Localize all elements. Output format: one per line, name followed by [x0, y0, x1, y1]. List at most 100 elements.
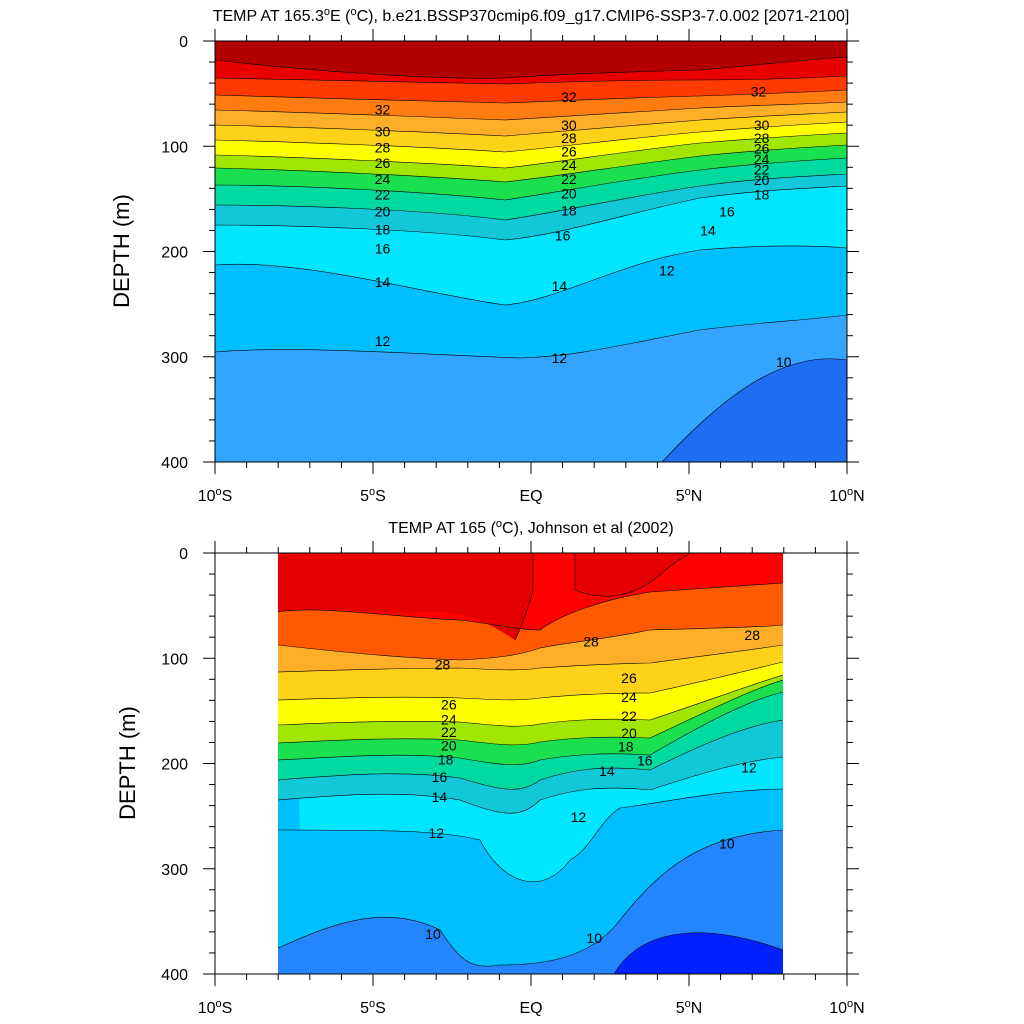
contour-label: 14 — [432, 789, 448, 805]
contour-label: 16 — [719, 204, 735, 220]
contour-label: 18 — [438, 751, 454, 767]
x-tick-label: 10oN — [829, 486, 864, 505]
contour-label: 12 — [375, 333, 391, 349]
contour-label: 26 — [375, 155, 391, 171]
contour-label: 20 — [441, 738, 457, 754]
contour-label: 26 — [754, 140, 770, 156]
contour-label: 16 — [432, 769, 448, 785]
contour-label: 24 — [621, 689, 637, 705]
bot-band-lt-9 — [614, 932, 783, 974]
contour-label: 12 — [552, 350, 568, 366]
contour-label: 18 — [754, 187, 770, 203]
contour-label: 26 — [561, 144, 577, 160]
y-tick-label: 200 — [161, 757, 188, 774]
bottom-panel: TEMP AT 165 (oC), Johnson et al (2002) — [115, 518, 865, 1017]
x-tick-label: 10oS — [198, 486, 233, 505]
contour-label: 16 — [555, 228, 571, 244]
bot-band-lt-10 — [278, 830, 783, 974]
contour-label: 26 — [441, 697, 457, 713]
contour-label: 32 — [561, 89, 577, 105]
y-tick-label: 400 — [161, 967, 188, 984]
y-tick-label: 300 — [161, 350, 188, 367]
contour-label: 12 — [571, 809, 587, 825]
contour-label: 18 — [618, 739, 634, 755]
contour-label: 18 — [375, 221, 391, 237]
top-band-gt-32 — [215, 41, 847, 79]
bottom-axes — [203, 541, 859, 986]
contour-label: 32 — [751, 84, 767, 100]
top-axes — [203, 29, 859, 474]
contour-label: 22 — [441, 724, 457, 740]
contour-label: 20 — [375, 204, 391, 220]
contour-label: 16 — [637, 752, 653, 768]
contour-label: 22 — [621, 708, 637, 724]
x-tick-label: 5oS — [360, 998, 386, 1017]
y-tick-label: 100 — [161, 651, 188, 668]
top-contour-lines — [215, 56, 847, 462]
contour-label: 30 — [561, 117, 577, 133]
bottom-x-tick-labels: 10oS 5oS EQ 5oN 10oN — [198, 998, 865, 1017]
contour-label: 20 — [621, 725, 637, 741]
contour-label: 24 — [375, 171, 391, 187]
contour-label: 32 — [375, 101, 391, 117]
y-tick-label: 100 — [161, 139, 188, 156]
top-y-tick-labels: 0 100 200 300 400 — [161, 34, 188, 472]
contour-label: 28 — [561, 130, 577, 146]
top-x-tick-labels: 10oS 5oS EQ 5oN 10oN — [198, 486, 865, 505]
x-tick-label: EQ — [519, 1000, 542, 1017]
top-contour-fill: 3230282624222018161412323028262422201816… — [215, 41, 847, 462]
contour-label: 28 — [744, 627, 760, 643]
contour-label: 10 — [776, 354, 792, 370]
bottom-y-axis-label: DEPTH (m) — [115, 706, 140, 820]
x-tick-label: 5oN — [676, 998, 703, 1017]
contour-label: 24 — [754, 151, 770, 167]
bottom-panel-title: TEMP AT 165 (oC), Johnson et al (2002) — [388, 518, 673, 537]
y-tick-label: 200 — [161, 245, 188, 262]
y-tick-label: 300 — [161, 862, 188, 879]
contour-label: 22 — [561, 171, 577, 187]
contour-label: 12 — [659, 262, 675, 278]
contour-label: 28 — [754, 130, 770, 146]
top-panel: TEMP AT 165.3oE (oC), b.e21.BSSP370cmip6… — [109, 6, 865, 505]
top-y-axis-label: DEPTH (m) — [109, 194, 134, 308]
contour-label: 28 — [435, 657, 451, 673]
contour-label: 12 — [428, 825, 444, 841]
y-tick-label: 0 — [179, 546, 188, 563]
top-contour-labels: 3230282624222018161412323028262422201816… — [375, 84, 792, 370]
bottom-contour-lines — [278, 553, 783, 974]
contour-label: 24 — [441, 711, 457, 727]
contour-label: 18 — [561, 202, 577, 218]
contour-label: 14 — [552, 278, 568, 294]
contour-label: 24 — [561, 157, 577, 173]
bottom-y-tick-labels: 0 100 200 300 400 — [161, 546, 188, 984]
top-band-lt-9 — [662, 358, 847, 462]
top-panel-title: TEMP AT 165.3oE (oC), b.e21.BSSP370cmip6… — [213, 6, 850, 25]
y-tick-label: 0 — [179, 34, 188, 51]
contour-label: 10 — [719, 835, 735, 851]
contour-label: 20 — [754, 172, 770, 188]
x-tick-label: 10oS — [198, 998, 233, 1017]
bot-band-gt-29 — [278, 553, 690, 640]
contour-label: 22 — [375, 187, 391, 203]
contour-label: 30 — [375, 124, 391, 140]
contour-label: 14 — [700, 222, 716, 238]
bot-band-10-12 — [278, 553, 783, 974]
contour-label: 16 — [375, 240, 391, 256]
contour-label: 28 — [583, 633, 599, 649]
contour-label: 14 — [375, 274, 391, 290]
x-tick-label: 5oN — [676, 486, 703, 505]
contour-label: 22 — [754, 161, 770, 177]
contour-label: 14 — [599, 763, 615, 779]
x-tick-label: EQ — [519, 488, 542, 505]
contour-label: 30 — [754, 117, 770, 133]
contour-label: 20 — [561, 186, 577, 202]
contour-label: 10 — [425, 926, 441, 942]
x-tick-label: 10oN — [829, 998, 864, 1017]
x-tick-label: 5oS — [360, 486, 386, 505]
contour-label: 28 — [375, 139, 391, 155]
contour-label: 26 — [621, 670, 637, 686]
contour-label: 10 — [586, 930, 602, 946]
